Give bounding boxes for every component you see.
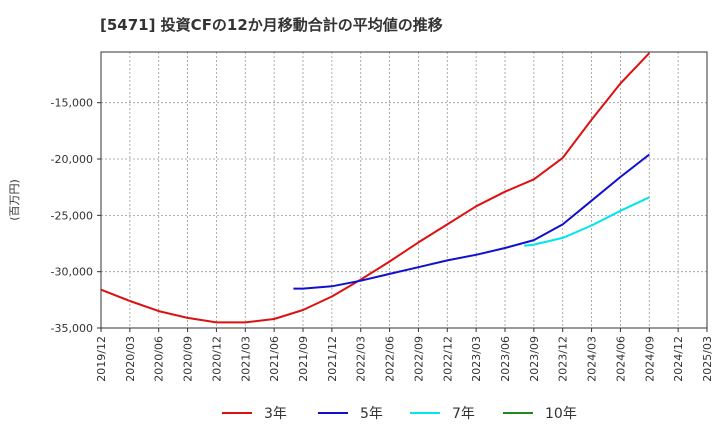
x-tick-label: 2023/09 — [528, 336, 541, 382]
y-tick-label: -25,000 — [51, 209, 93, 222]
y-tick-label: -15,000 — [51, 97, 93, 110]
x-tick-label: 2022/03 — [355, 336, 368, 382]
x-tick-label: 2024/06 — [614, 336, 627, 382]
legend-label: 5年 — [360, 406, 383, 422]
x-tick-label: 2021/09 — [297, 336, 310, 382]
plot-area-frame — [100, 51, 708, 329]
legend: 3年 5年 7年 10年 — [222, 406, 577, 422]
x-tick-label: 2024/09 — [643, 336, 656, 382]
x-tick-label: 2020/09 — [182, 336, 195, 382]
x-tick-label: 2021/06 — [268, 336, 281, 382]
x-tick-label: 2021/12 — [326, 336, 339, 382]
y-axis-ticks: -15,000 -20,000 -25,000 -30,000 -35,000 — [51, 97, 101, 335]
x-tick-label: 2022/12 — [441, 336, 454, 382]
x-tick-label: 2023/03 — [470, 336, 483, 382]
y-tick-label: -30,000 — [51, 266, 93, 279]
x-tick-label: 2020/03 — [124, 336, 137, 382]
legend-label: 3年 — [264, 406, 287, 422]
y-axis-label: (百万円) — [8, 179, 21, 221]
x-tick-label: 2024/12 — [672, 336, 685, 382]
x-tick-label: 2023/12 — [557, 336, 570, 382]
legend-label: 10年 — [545, 406, 577, 422]
x-tick-label: 2022/06 — [384, 336, 397, 382]
x-axis-ticks: 2019/12 2020/03 2020/06 2020/09 2020/12 2021/… — [95, 328, 714, 382]
series-line — [293, 153, 650, 290]
x-tick-label: 2022/09 — [412, 336, 425, 382]
series-lines — [100, 52, 651, 324]
y-tick-label: -20,000 — [51, 153, 93, 166]
series-line — [524, 196, 650, 247]
legend-label: 7年 — [452, 406, 475, 422]
x-tick-label: 2020/12 — [210, 336, 223, 382]
y-tick-label: -35,000 — [51, 322, 93, 335]
x-tick-label: 2019/12 — [95, 336, 108, 382]
x-tick-label: 2025/03 — [701, 336, 714, 382]
x-tick-label: 2021/03 — [239, 336, 252, 382]
x-tick-label: 2023/06 — [499, 336, 512, 382]
grid-lines — [100, 52, 708, 329]
chart-title: [5471] 投資CFの12か月移動合計の平均値の推移 — [100, 16, 443, 34]
x-tick-label: 2024/03 — [586, 336, 599, 382]
series-line — [100, 52, 651, 324]
x-tick-label: 2020/06 — [153, 336, 166, 382]
